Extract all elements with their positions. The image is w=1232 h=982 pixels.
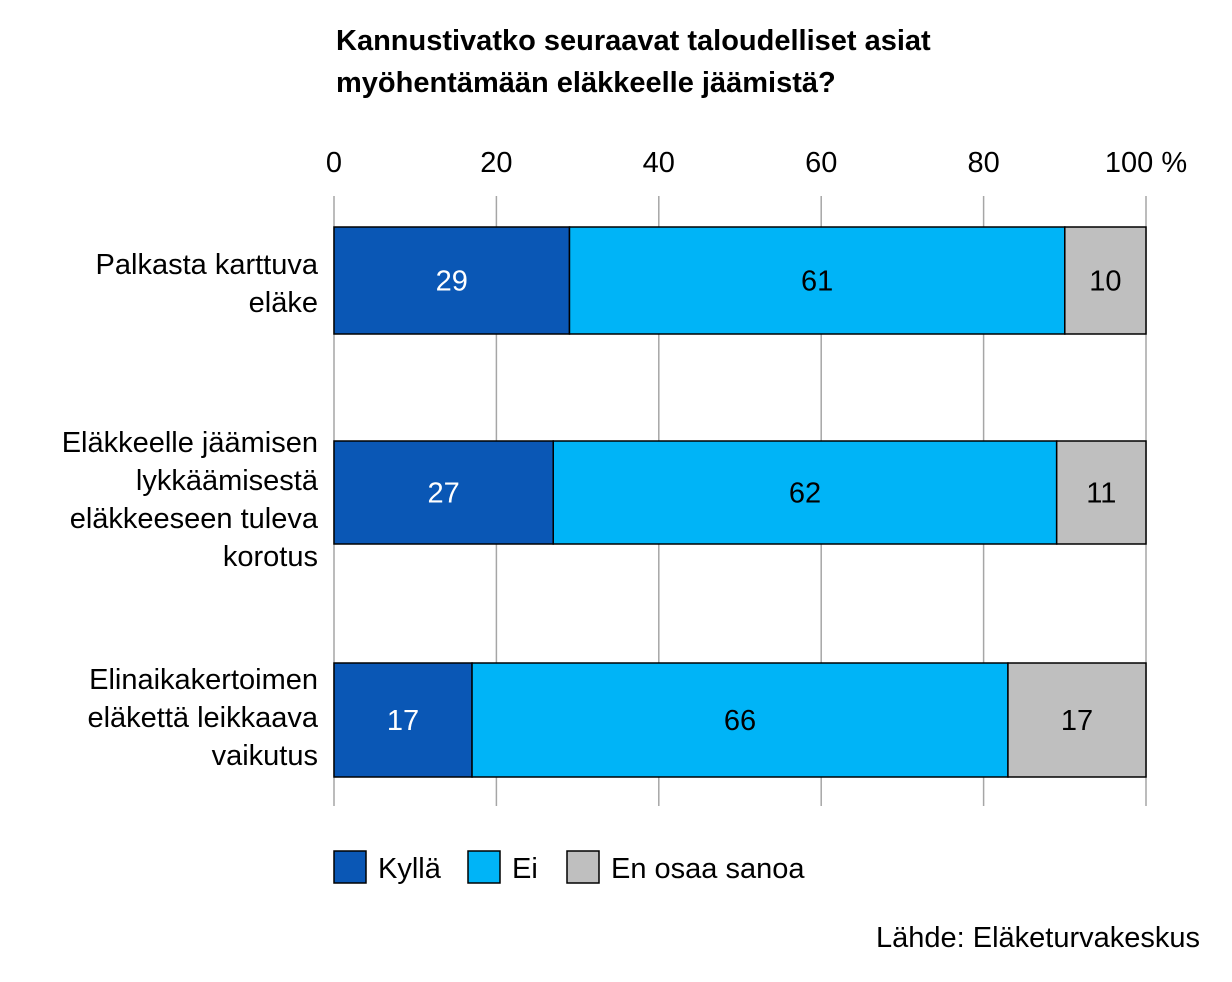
category-label: korotus [223, 541, 318, 573]
data-label: 66 [724, 705, 756, 737]
data-label: 11 [1086, 478, 1116, 510]
data-label: 17 [1061, 705, 1093, 737]
data-label: 29 [436, 266, 468, 298]
data-label: 17 [387, 705, 419, 737]
category-label: vaikutus [212, 740, 318, 772]
bar-segment-kyll- [333, 226, 571, 335]
chart-title: Kannustivatko seuraavat taloudelliset as… [336, 20, 1096, 104]
data-label: 10 [1089, 266, 1121, 298]
bar-segment-ei [552, 440, 1058, 545]
chart-title-line-2: myöhentämään eläkkeelle jäämistä? [336, 67, 836, 99]
bar-segment-ei [471, 662, 1009, 778]
bar-segment-en-osaa-sanoa [1064, 226, 1147, 335]
chart-title-line-1: Kannustivatko seuraavat taloudelliset as… [336, 25, 931, 57]
category-label: eläkettä leikkaava [87, 702, 318, 734]
x-tick-label: 60 [805, 147, 837, 179]
category-label: Elinaikakertoimen [89, 664, 318, 696]
x-tick-label: 40 [643, 147, 675, 179]
category-label: eläkkeeseen tuleva [70, 503, 319, 535]
category-label: Palkasta karttuva [96, 249, 319, 281]
x-tick-label: 20 [480, 147, 512, 179]
x-tick-label: 100 % [1105, 147, 1187, 179]
category-label: lykkäämisestä [136, 465, 319, 497]
category-label: Eläkkeelle jäämisen [62, 427, 318, 459]
source-note: Lähde: Eläketurvakeskus [875, 922, 1200, 954]
data-label: 27 [427, 478, 459, 510]
bar-segment-kyll- [333, 662, 473, 778]
data-label: 61 [801, 266, 833, 298]
legend-label: Ei [512, 853, 538, 885]
x-tick-label: 0 [326, 147, 342, 179]
data-label: 62 [789, 478, 821, 510]
legend-label: Kyllä [378, 853, 442, 885]
bar-segment-en-osaa-sanoa [1007, 662, 1147, 778]
bar-segment-ei [568, 226, 1066, 335]
bar-segment-en-osaa-sanoa [1055, 440, 1147, 545]
x-tick-label: 80 [967, 147, 999, 179]
legend-label: En osaa sanoa [611, 853, 805, 885]
legend-swatch [566, 850, 600, 884]
legend-swatch [333, 850, 367, 884]
category-label: eläke [249, 287, 318, 319]
bar-segment-kyll- [333, 440, 554, 545]
legend-swatch [467, 850, 501, 884]
